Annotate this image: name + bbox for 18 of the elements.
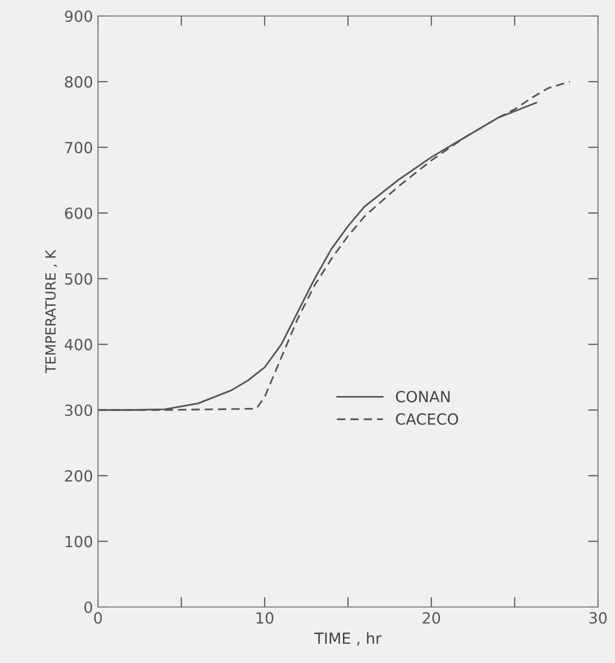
x-axis-title: TIME , hr — [314, 632, 382, 646]
y-tick-label: 400 — [64, 338, 92, 350]
y-tick-label: 700 — [65, 142, 92, 154]
x-tick-label: 20 — [422, 612, 440, 624]
legend-label: CACECO — [396, 413, 458, 425]
y-tick-label: 500 — [65, 273, 92, 285]
y-tick-label: 100 — [66, 536, 92, 548]
x-tick-label: 10 — [256, 612, 274, 624]
x-tick-label: 0 — [94, 612, 102, 624]
y-tick-label: 600 — [65, 207, 92, 220]
y-tick-label: 200 — [65, 470, 92, 482]
y-tick-label: 300 — [65, 404, 92, 416]
y-tick-label: 900 — [64, 10, 92, 22]
y-tick-label: 0 — [84, 601, 92, 614]
legend-label: CONAN — [396, 390, 450, 402]
y-axis-title: TEMPERATURE , K — [45, 250, 58, 374]
y-tick-label: 800 — [65, 76, 92, 88]
x-tick-label: 30 — [589, 612, 607, 624]
